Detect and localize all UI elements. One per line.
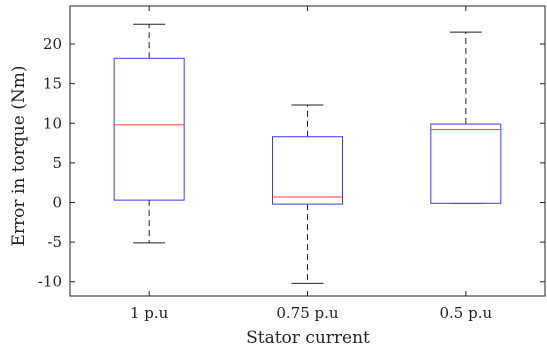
x-tick-label: 0.5 p.u [440, 304, 493, 322]
y-axis-label: Error in torque (Nm) [9, 66, 29, 247]
y-tick-label: 10 [43, 114, 62, 132]
y-tick-label: -10 [38, 273, 62, 291]
y-tick-label: 0 [52, 194, 62, 212]
x-tick-label: 1 p.u [130, 304, 169, 322]
y-tick-label: 5 [52, 154, 62, 172]
y-tick-label: -5 [47, 233, 62, 251]
x-tick-label: 0.75 p.u [276, 304, 339, 322]
box [272, 136, 343, 205]
box [430, 123, 502, 204]
y-tick-label: 15 [43, 75, 62, 93]
box [113, 57, 185, 201]
x-axis-label: Stator current [246, 328, 370, 348]
y-tick-label: 20 [43, 35, 62, 53]
